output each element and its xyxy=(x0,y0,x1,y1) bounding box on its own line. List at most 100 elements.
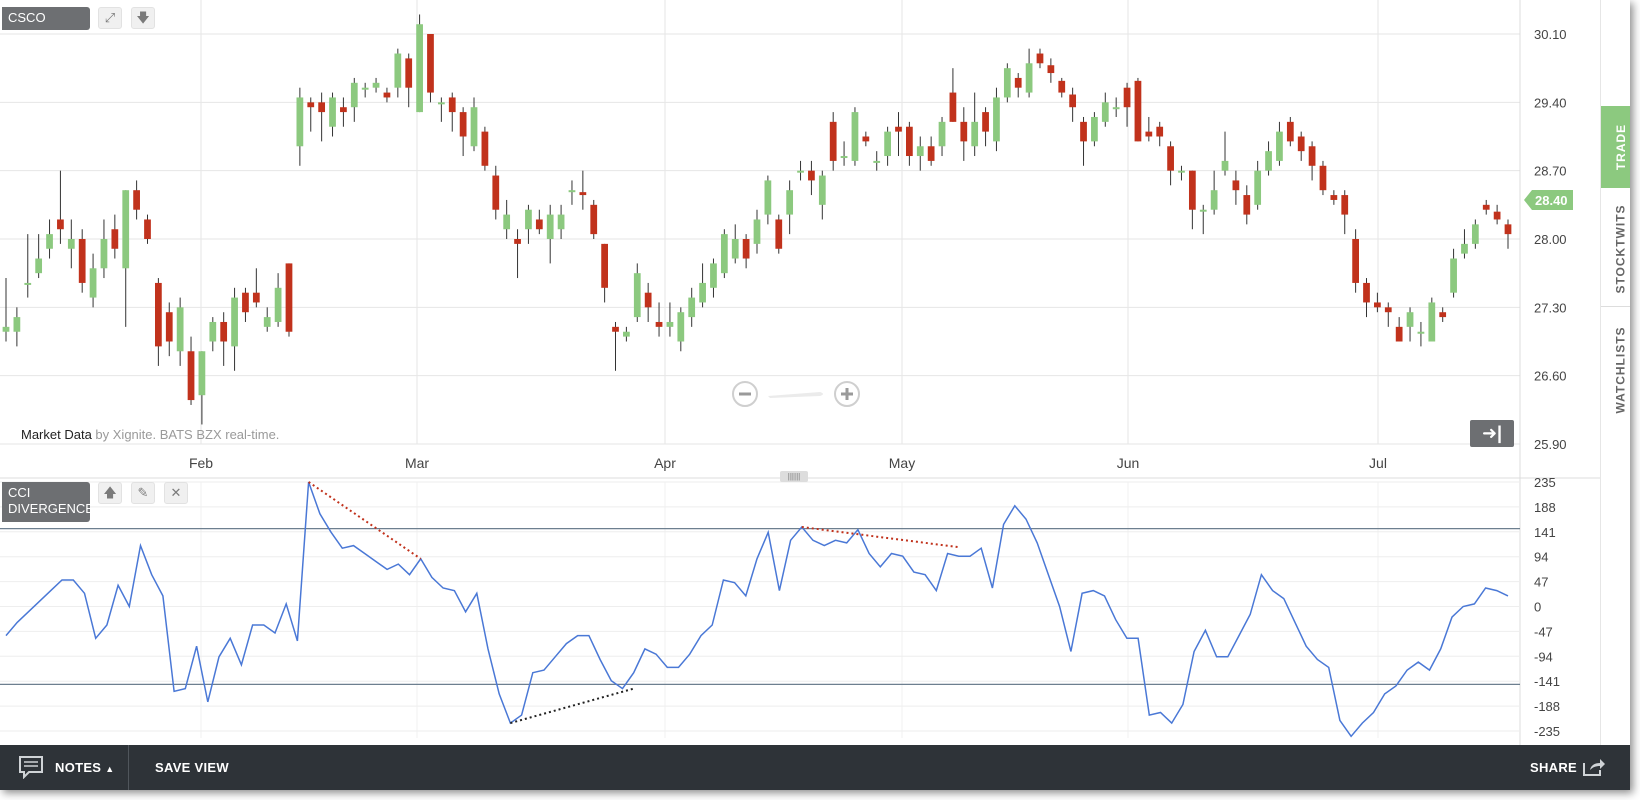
candle-down xyxy=(1482,204,1490,210)
candle-up xyxy=(1199,209,1207,212)
candle-up xyxy=(916,146,924,157)
candle-up xyxy=(873,160,881,163)
candle-up xyxy=(1276,131,1283,161)
notes-icon[interactable] xyxy=(18,755,44,779)
candle-up xyxy=(818,175,826,205)
caret-up-icon: ▲ xyxy=(105,764,115,774)
candle-down xyxy=(318,102,326,113)
candle-down xyxy=(1058,80,1066,93)
remove-indicator-button[interactable]: ✕ xyxy=(164,482,188,504)
cci-tick-label: 94 xyxy=(1534,550,1548,565)
x-tick-label: Feb xyxy=(189,455,213,471)
candle-down xyxy=(927,146,935,161)
expand-button[interactable]: ⤢ xyxy=(98,7,122,29)
attribution-text: by Xignite. BATS BZX real-time. xyxy=(91,427,280,442)
candle-down xyxy=(1341,195,1349,215)
candle-down xyxy=(601,243,608,288)
candle-up xyxy=(568,190,576,193)
cci-series-line xyxy=(5,481,1509,738)
notes-button[interactable]: NOTES ▲ xyxy=(55,745,114,790)
candle-up xyxy=(677,312,685,342)
candle-up xyxy=(296,97,304,147)
divergence-line xyxy=(510,687,634,725)
candle-up xyxy=(1178,170,1185,173)
candle-up xyxy=(1025,63,1033,93)
candle-down xyxy=(492,175,500,210)
candle-up xyxy=(35,258,43,274)
candle-down xyxy=(1395,326,1403,342)
candle-down xyxy=(340,107,347,113)
candle-down xyxy=(144,219,151,239)
cci-tick-label: 0 xyxy=(1534,600,1541,615)
candle-down xyxy=(155,282,162,347)
zoom-slider-track xyxy=(768,392,823,398)
candle-down xyxy=(1374,302,1381,308)
candle-down xyxy=(906,126,913,157)
candle-down xyxy=(57,219,64,230)
candle-up xyxy=(993,97,1000,142)
cci-tick-label: -141 xyxy=(1534,674,1560,689)
candle-up xyxy=(1417,331,1425,334)
candle-down xyxy=(655,321,663,327)
x-tick-label: Jun xyxy=(1117,455,1140,471)
panel-resize-handle[interactable]: |||||| xyxy=(780,471,808,482)
cci-label[interactable]: CCI DIVERGENCE xyxy=(2,482,94,522)
x-tick-label: Mar xyxy=(405,455,429,471)
candle-down xyxy=(252,292,260,303)
candle-down xyxy=(775,219,783,249)
candle-up xyxy=(851,112,859,161)
share-icon[interactable] xyxy=(1582,757,1606,777)
download-button[interactable]: 🡇 xyxy=(131,7,155,29)
candle-down xyxy=(1439,312,1447,318)
candle-up xyxy=(1221,160,1229,171)
candle-up xyxy=(100,239,108,269)
zoom-control[interactable] xyxy=(732,381,860,407)
candle-down xyxy=(1156,126,1164,137)
save-view-button[interactable]: SAVE VIEW xyxy=(155,760,229,775)
candle-up xyxy=(2,326,10,332)
candle-down xyxy=(1036,53,1044,64)
candle-up xyxy=(24,282,32,285)
candle-down xyxy=(579,192,587,196)
candle-up xyxy=(699,282,706,303)
candle-down xyxy=(1330,195,1338,200)
candle-down xyxy=(1308,146,1316,166)
candle-down xyxy=(448,97,456,113)
right-sidebar: TRADE STOCKTWITS WATCHLISTS xyxy=(1600,0,1630,745)
chart-canvas[interactable]: 30.10 29.40 28.70 28.00 27.30 26.60 25.90 Feb M… xyxy=(0,0,1600,745)
candle-down xyxy=(1493,211,1501,220)
candle-up xyxy=(764,180,772,215)
cci-tick-label: -94 xyxy=(1534,649,1553,664)
candle-up xyxy=(1112,107,1120,110)
candle-down xyxy=(1080,121,1087,142)
candle-up xyxy=(46,234,53,249)
candle-down xyxy=(427,34,434,93)
tab-stocktwits[interactable]: STOCKTWITS xyxy=(1601,192,1630,307)
expand-icon: ⤢ xyxy=(104,10,116,25)
candle-up xyxy=(1428,302,1436,342)
edit-button[interactable]: ✎ xyxy=(131,482,155,504)
candle-up xyxy=(13,317,21,332)
attribution-brand[interactable]: Market Data xyxy=(21,427,92,442)
candle-up xyxy=(437,102,445,105)
candle-up xyxy=(198,351,206,396)
move-up-icon: 🡅 xyxy=(103,485,117,500)
candle-up xyxy=(329,97,336,127)
price-tick-label: 25.90 xyxy=(1534,437,1567,452)
candle-up xyxy=(372,82,380,88)
cci-line xyxy=(5,481,1509,738)
price-candles xyxy=(2,14,1512,425)
symbol-label[interactable]: CSCO xyxy=(2,7,90,30)
candle-up xyxy=(263,317,271,327)
candle-down xyxy=(960,121,968,142)
collapse-right-button[interactable]: ➜| xyxy=(1470,420,1514,447)
share-button[interactable]: SHARE xyxy=(1530,760,1578,775)
cci-grid xyxy=(0,481,1520,732)
tab-watchlists[interactable]: WATCHLISTS xyxy=(1601,310,1630,430)
tab-trade[interactable]: TRADE xyxy=(1601,106,1630,188)
candle-up xyxy=(1406,312,1414,327)
move-up-button[interactable]: 🡅 xyxy=(98,482,122,504)
cci-divergence-lines xyxy=(308,481,959,725)
cci-y-axis: 235 188 141 94 47 0 -47 -94 -141 -188 -235 xyxy=(1534,475,1560,739)
cci-label-line1: CCI xyxy=(8,485,31,500)
